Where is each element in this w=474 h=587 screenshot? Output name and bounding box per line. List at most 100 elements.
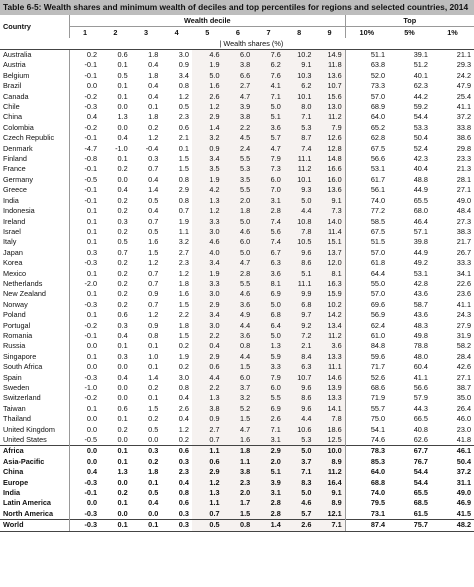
cell: 0.4 bbox=[117, 372, 128, 382]
cell: 13.4 bbox=[314, 320, 346, 331]
cell: -0.2 bbox=[68, 91, 101, 103]
cell: 14.0 bbox=[314, 216, 346, 227]
cell: 13.6 bbox=[314, 70, 346, 82]
cell: 0.2 bbox=[117, 424, 128, 434]
cell: 0.7 bbox=[148, 164, 159, 174]
cell: 27.1 bbox=[456, 185, 471, 195]
cell: 5.0 bbox=[253, 330, 284, 342]
cell: 5.7 bbox=[283, 508, 315, 520]
cell: 1.3 bbox=[253, 341, 284, 352]
cell: 0.9 bbox=[178, 60, 189, 70]
cell: 38.3 bbox=[456, 226, 471, 236]
cell: 0.0 bbox=[117, 477, 128, 487]
cell: 57.0 bbox=[344, 247, 389, 259]
cell: 2.9 bbox=[178, 185, 189, 195]
cell: 9.7 bbox=[283, 310, 315, 321]
cell: 6.3 bbox=[253, 258, 284, 269]
cell: 0.3 bbox=[178, 508, 189, 518]
cell: 0.7 bbox=[191, 435, 223, 446]
cell: 0.9 bbox=[191, 143, 223, 155]
cell: 28.1 bbox=[456, 174, 471, 184]
cell: 4.7 bbox=[222, 258, 254, 269]
cell: 2.9 bbox=[191, 351, 223, 363]
cell: 4.6 bbox=[283, 498, 315, 509]
cell: 53.1 bbox=[344, 164, 389, 175]
cell: 6.0 bbox=[222, 372, 254, 383]
cell: 57.0 bbox=[344, 289, 389, 300]
cell: -0.4 bbox=[145, 143, 159, 153]
cell: 7.1 bbox=[314, 519, 346, 532]
row-label: Brazil bbox=[3, 81, 22, 91]
cell: 2.3 bbox=[178, 112, 189, 122]
cell: 46.1 bbox=[430, 445, 474, 457]
cell: 3.0 bbox=[191, 320, 223, 331]
cell: 0.5 bbox=[117, 237, 128, 247]
table-row: New Zealand 0.1 0.2 0.9 1.6 3.0 4.6 6.9 9.9 15.9 5… bbox=[0, 289, 474, 300]
table-row: China 0.4 1.3 1.8 2.3 2.9 3.8 5.1 7.1 11.2 64.0 54.… bbox=[0, 112, 474, 123]
cell: -0.1 bbox=[68, 164, 101, 175]
cell: 0.2 bbox=[148, 383, 159, 392]
cell: 0.8 bbox=[178, 174, 189, 184]
cell: 0.1 bbox=[117, 341, 128, 351]
header-row: | Wealth shares (%) bbox=[0, 38, 474, 50]
cell: 21.3 bbox=[456, 164, 471, 174]
cell: 3.0 bbox=[178, 50, 189, 59]
cell: 0.1 bbox=[68, 226, 101, 238]
cell: 7.8 bbox=[283, 226, 315, 238]
cell: 11.4 bbox=[314, 226, 346, 238]
cell: 73.1 bbox=[344, 508, 389, 520]
column-header: 6 bbox=[235, 28, 240, 37]
cell: 10.1 bbox=[283, 91, 315, 103]
table-row: Australia 0.2 0.6 1.8 3.0 4.6 6.0 7.6 10.2 14.9 51… bbox=[0, 49, 474, 61]
cell: 0.6 bbox=[161, 445, 192, 457]
cell: -0.3 bbox=[68, 299, 101, 311]
cell: 67.5 bbox=[344, 226, 389, 238]
cell: 41.1 bbox=[456, 299, 471, 309]
cell: 62.4 bbox=[344, 320, 389, 331]
cell: 5.1 bbox=[253, 467, 284, 478]
cell: 26.4 bbox=[456, 403, 471, 413]
row-label: Norway bbox=[3, 299, 28, 309]
cell: 2.0 bbox=[222, 488, 254, 499]
cell: 63.8 bbox=[344, 60, 389, 71]
cell: 6.0 bbox=[222, 49, 254, 61]
cell: 27.9 bbox=[456, 320, 471, 330]
cell: 14.2 bbox=[314, 310, 346, 321]
cell: 62.3 bbox=[413, 81, 428, 91]
cell: 64.0 bbox=[344, 112, 389, 123]
table-row: China 0.4 1.3 1.8 2.3 2.9 3.8 5.1 7.1 11.2 64.0 54.… bbox=[0, 467, 474, 478]
cell: 6.9 bbox=[253, 289, 284, 300]
cell: 1.8 bbox=[222, 445, 254, 457]
cell: 3.7 bbox=[283, 456, 315, 468]
row-label: Czech Republic bbox=[3, 133, 55, 143]
cell: 0.3 bbox=[68, 247, 101, 259]
cell: 54.4 bbox=[413, 112, 428, 122]
cell: 0.4 bbox=[117, 133, 128, 143]
cell: 8.9 bbox=[314, 498, 346, 509]
cell: 1.3 bbox=[191, 393, 223, 404]
cell: 39.8 bbox=[413, 237, 428, 247]
cell: 44.9 bbox=[413, 247, 428, 257]
cell: -0.2 bbox=[68, 122, 101, 134]
row-label: Singapore bbox=[3, 351, 37, 361]
table-row: Norway -0.3 0.2 0.7 1.5 2.9 3.6 5.0 6.8 10.2 69.6 5… bbox=[0, 299, 474, 311]
cell: 1.8 bbox=[148, 50, 159, 59]
cell: 68.5 bbox=[413, 498, 428, 508]
cell: 14.8 bbox=[314, 154, 346, 165]
cell: 4.6 bbox=[191, 237, 223, 248]
cell: 68.9 bbox=[344, 102, 389, 113]
group-header: Wealth decile bbox=[68, 15, 346, 27]
cell: 0.2 bbox=[117, 289, 128, 299]
table-row: Israel 0.1 0.2 0.5 1.1 3.0 4.6 5.6 7.8 11.4 67.5 57… bbox=[0, 226, 474, 238]
cell: 55.7 bbox=[344, 403, 389, 415]
cell: 0.4 bbox=[148, 81, 159, 91]
cell: 1.0 bbox=[148, 351, 159, 361]
cell: 13.3 bbox=[314, 393, 346, 404]
table-row: Latin America 0.0 0.1 0.4 0.6 1.1 1.7 2.8 4.6 8.9… bbox=[0, 498, 474, 509]
cell: 13.9 bbox=[314, 383, 346, 394]
cell: 0.4 bbox=[68, 467, 101, 478]
cell: 42.8 bbox=[413, 278, 428, 288]
cell: 1.2 bbox=[191, 477, 223, 489]
cell: 4.1 bbox=[253, 81, 284, 92]
row-label: Austria bbox=[3, 60, 26, 70]
